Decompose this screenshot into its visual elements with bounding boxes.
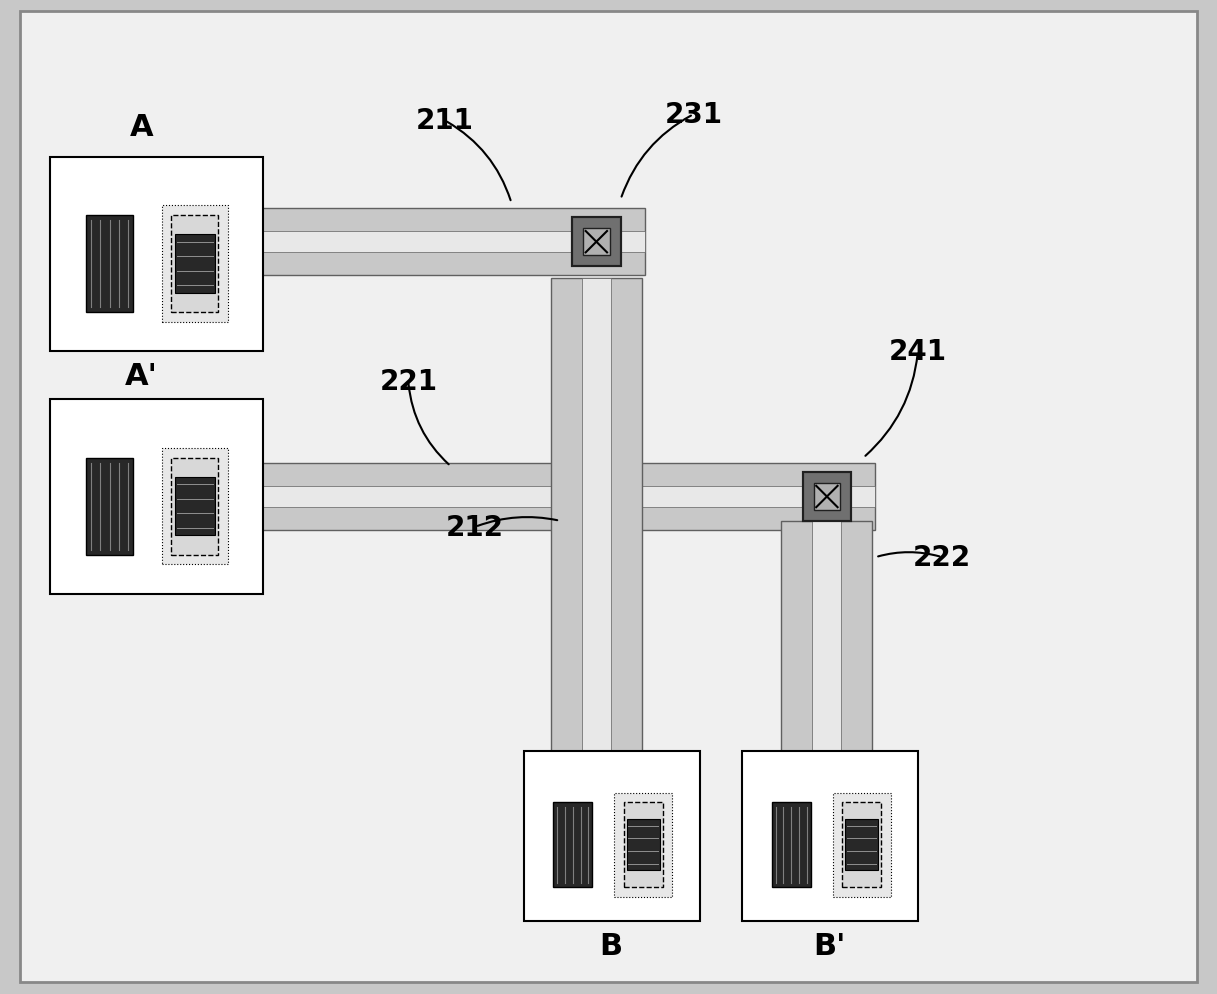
Bar bbox=[772, 802, 811, 888]
Text: 212: 212 bbox=[445, 513, 504, 542]
Bar bbox=[845, 819, 879, 871]
Bar bbox=[832, 793, 891, 897]
Text: 241: 241 bbox=[888, 338, 947, 366]
Bar bbox=[803, 473, 851, 521]
Bar bbox=[50, 400, 263, 594]
Text: 221: 221 bbox=[380, 368, 437, 396]
Bar bbox=[523, 751, 700, 921]
Bar bbox=[214, 209, 645, 275]
Bar bbox=[814, 484, 840, 510]
Bar bbox=[813, 521, 841, 751]
Bar bbox=[627, 819, 660, 871]
Bar bbox=[583, 229, 610, 255]
Bar bbox=[86, 458, 133, 556]
Bar bbox=[572, 219, 621, 266]
Bar bbox=[582, 278, 611, 751]
Bar bbox=[175, 477, 214, 536]
Bar bbox=[803, 473, 851, 521]
Text: 211: 211 bbox=[416, 107, 473, 135]
Text: A': A' bbox=[125, 361, 158, 391]
Text: B': B' bbox=[813, 931, 846, 960]
Bar bbox=[172, 216, 218, 313]
Bar bbox=[50, 158, 263, 352]
Bar bbox=[551, 278, 641, 751]
Text: A: A bbox=[129, 112, 153, 142]
Bar bbox=[86, 216, 133, 313]
Text: 231: 231 bbox=[664, 101, 723, 129]
Bar bbox=[554, 802, 593, 888]
Bar bbox=[172, 458, 218, 556]
Bar bbox=[214, 486, 875, 508]
Bar bbox=[162, 206, 228, 322]
Bar bbox=[175, 236, 214, 293]
Bar bbox=[742, 751, 918, 921]
Bar bbox=[162, 448, 228, 565]
Bar bbox=[615, 793, 672, 897]
Bar bbox=[572, 219, 621, 266]
Bar bbox=[624, 802, 662, 888]
Bar bbox=[214, 463, 875, 531]
Bar bbox=[214, 232, 645, 253]
Bar bbox=[781, 521, 873, 751]
Text: B: B bbox=[599, 931, 622, 960]
Bar bbox=[842, 802, 881, 888]
Text: 222: 222 bbox=[913, 544, 971, 572]
